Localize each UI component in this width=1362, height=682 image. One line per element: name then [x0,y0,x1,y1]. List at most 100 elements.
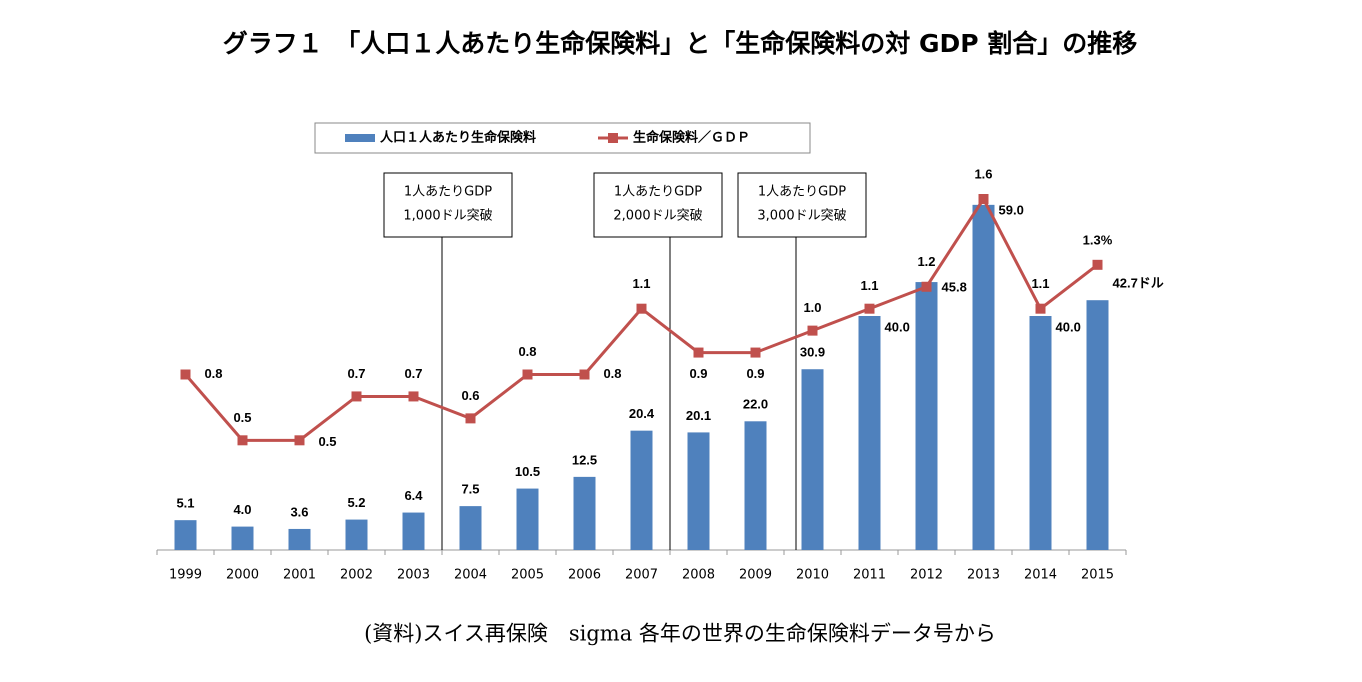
line-value-label: 0.6 [461,388,479,403]
bar-value-label: 22.0 [743,397,768,412]
x-tick-label: 2015 [1081,568,1114,583]
line-marker [579,369,590,380]
x-tick-label: 2014 [1024,568,1057,583]
line-marker [636,303,647,314]
bar [288,528,311,550]
bar [801,369,824,550]
line-value-label: 0.8 [603,366,621,381]
line-marker [864,303,875,314]
bar [231,526,254,550]
chart-title: グラフ１ 「人口１人あたり生命保険料」と「生命保険料の対 GDP 割合」の推移 [223,29,1138,58]
bar-value-label: 20.1 [686,408,711,423]
annotation-text: 3,000ドル突破 [757,208,846,224]
line-value-label: 1.0 [803,300,821,315]
bar-value-label: 3.6 [290,504,308,519]
line-value-label: 1.2 [917,254,935,269]
x-tick-label: 2011 [853,568,886,583]
x-tick-label: 2001 [283,568,316,583]
line-value-label: 1.6 [974,166,992,181]
annotation-text: 1,000ドル突破 [403,208,492,224]
bar-value-label: 42.7ドル [1113,276,1164,291]
annotation-box [593,172,723,238]
bar [459,506,482,550]
x-tick-label: 2002 [340,568,373,583]
line-marker [978,194,989,204]
line-value-label: 1.1 [1031,276,1049,291]
line-value-label: 0.5 [318,434,336,449]
bar [972,204,995,550]
bar-value-label: 40.0 [1056,319,1081,334]
line-marker [921,281,932,292]
bar [573,476,596,550]
line-marker [750,347,761,358]
line-marker [237,435,248,446]
bar [630,430,653,550]
annotation-text: 1人あたりGDP [614,185,702,200]
line-marker [522,369,533,380]
x-tick-label: 2009 [739,568,772,583]
bar [345,519,368,550]
line-marker [465,413,476,424]
line-marker [1035,303,1046,314]
line-marker [1092,259,1103,270]
bar [744,421,767,550]
line-marker [408,391,419,402]
legend-label: 生命保険料／ＧＤＰ [633,130,750,146]
legend-marker [608,133,618,143]
legend-box [314,122,811,154]
bar-value-label: 5.1 [176,496,194,511]
x-tick-label: 1999 [169,568,202,583]
bar-value-label: 59.0 [999,202,1024,217]
annotation-text: 1人あたりGDP [404,185,492,200]
x-tick-label: 2006 [568,568,601,583]
bar-value-label: 6.4 [404,488,423,503]
bar-value-label: 5.2 [347,495,365,510]
line-marker [180,369,191,380]
x-tick-label: 2005 [511,568,544,583]
bar-value-label: 12.5 [572,452,597,467]
line-marker [693,347,704,358]
x-tick-label: 2004 [454,568,487,583]
line-value-label: 1.1 [860,278,878,293]
bar-value-label: 10.5 [515,464,540,479]
annotation-box [737,172,867,238]
bar-value-label: 7.5 [461,482,479,497]
bar [516,488,539,550]
annotation-text: 1人あたりGDP [758,185,846,200]
x-tick-label: 2010 [796,568,829,583]
bar [687,432,710,550]
line-value-label: 0.8 [204,366,222,381]
line-marker [351,391,362,402]
line-value-label: 1.1 [632,276,650,291]
bar-value-label: 45.8 [942,280,967,295]
bar-value-label: 40.0 [885,319,910,334]
bar-value-label: 30.9 [800,345,825,360]
x-tick-label: 2013 [967,568,1000,583]
line-value-label: 0.7 [347,366,365,381]
line-value-label: 0.5 [233,410,251,425]
x-tick-label: 2008 [682,568,715,583]
line-value-label: 0.8 [518,344,536,359]
source-note: (資料)スイス再保険 sigma 各年の世界の生命保険料データ号から [364,622,996,646]
x-tick-label: 2012 [910,568,943,583]
bar-value-label: 4.0 [233,502,251,517]
bar-value-label: 20.4 [629,406,655,421]
line-value-label: 1.3% [1083,232,1113,247]
legend-label: 人口１人あたり生命保険料 [380,130,536,146]
x-tick-label: 2007 [625,568,658,583]
line-value-label: 0.9 [746,366,764,381]
x-tick-label: 2000 [226,568,259,583]
x-tick-label: 2003 [397,568,430,583]
annotation-text: 2,000ドル突破 [613,208,702,224]
line-marker [807,325,818,336]
annotation-box [383,172,513,238]
line-value-label: 0.9 [689,366,707,381]
line-marker [294,435,305,446]
legend-swatch [345,134,375,142]
bar [915,282,938,550]
bar [402,512,425,550]
bar [174,520,197,550]
bar [1086,300,1109,550]
